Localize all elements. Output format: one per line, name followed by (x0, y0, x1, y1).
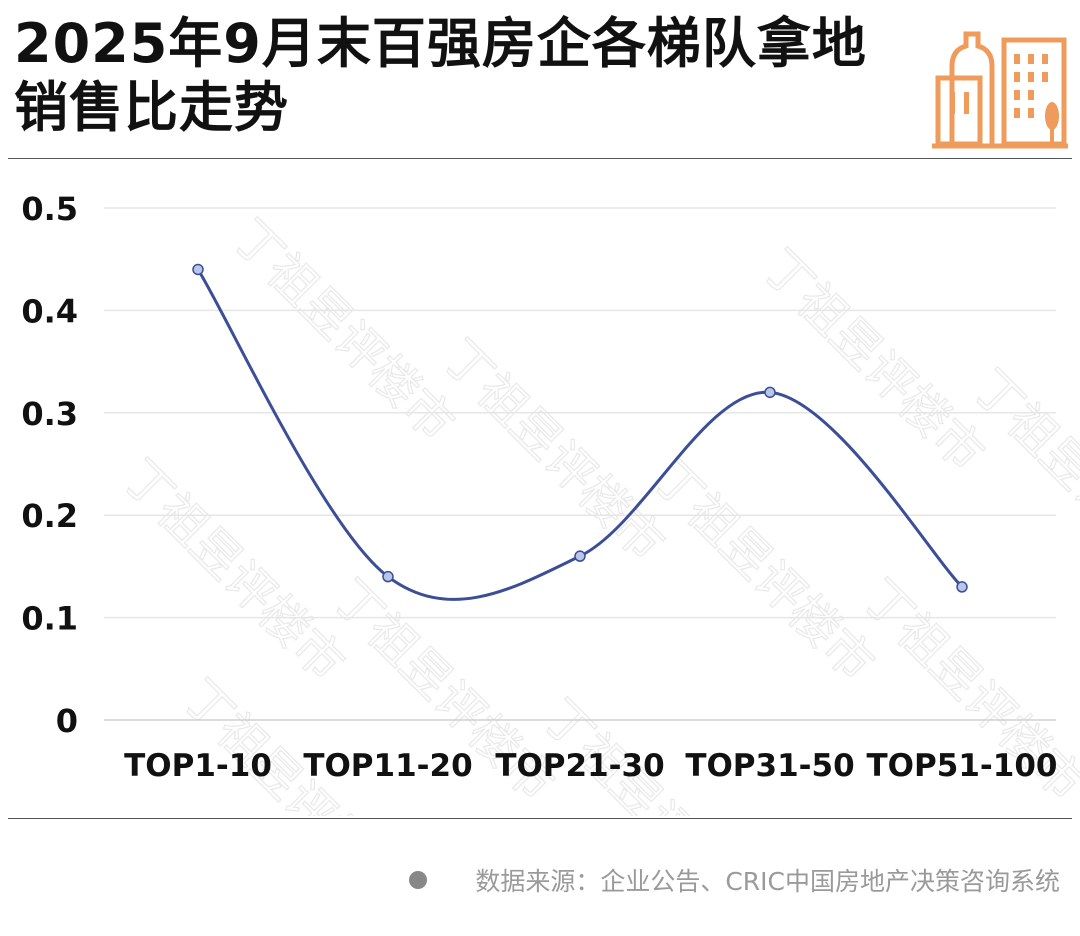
title-divider (8, 158, 1072, 159)
data-point (192, 263, 204, 276)
line-chart: 0 0.1 0.2 0.3 0.4 0.5 TOP1-10 TOP11-20 TOP21-30… (21, 190, 1057, 784)
source-note: 数据来源：企业公告、CRIC中国房地产决策咨询系统 (409, 862, 1060, 898)
data-point (956, 581, 968, 593)
series-line-path (196, 268, 964, 601)
x-tick-label: TOP31-50 (685, 748, 854, 784)
source-text: 数据来源：企业公告、CRIC中国房地产决策咨询系统 (475, 867, 1060, 896)
x-tick-label: TOP21-30 (495, 748, 664, 784)
grid-lines (104, 207, 1056, 721)
y-tick-label: 0 (56, 702, 78, 740)
x-axis-ticks: TOP1-10 TOP11-20 TOP21-30 TOP31-50 TOP51-100 (124, 748, 1057, 784)
x-tick-label: TOP1-10 (124, 748, 272, 784)
x-tick-label: TOP11-20 (303, 748, 472, 784)
x-tick-label: TOP51-100 (867, 748, 1058, 784)
data-point (764, 386, 776, 399)
y-tick-label: 0.1 (21, 600, 78, 638)
chart-title: 2025年9月末百强房企各梯队拿地销售比走势 (14, 12, 867, 139)
y-tick-label: 0.2 (21, 497, 78, 535)
y-tick-label: 0.3 (21, 395, 78, 433)
building-icon (932, 31, 1068, 149)
bullet-dot-icon (409, 871, 428, 889)
y-tick-label: 0.5 (21, 190, 78, 228)
y-axis-ticks: 0 0.1 0.2 0.3 0.4 0.5 (21, 190, 78, 740)
data-point (382, 570, 394, 583)
series-line (196, 268, 964, 601)
data-points (192, 263, 968, 593)
footer-divider (8, 818, 1072, 819)
data-point (574, 550, 586, 562)
y-tick-label: 0.4 (21, 292, 78, 330)
